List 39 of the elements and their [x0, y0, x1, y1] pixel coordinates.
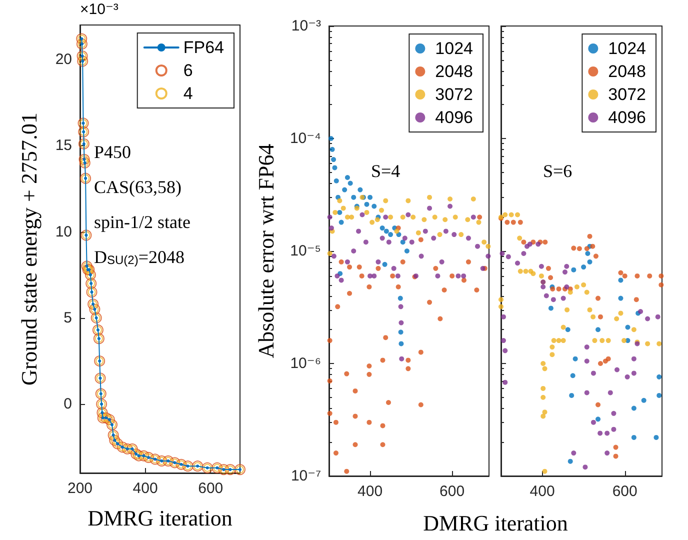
y-axis-title: Absolute error wrt FP64 [254, 144, 278, 358]
x-tick-label: 400 [132, 480, 158, 497]
legend-label: 2048 [608, 62, 646, 81]
annotation: P450 [94, 142, 132, 162]
y-tick-label: 10⁻⁵ [290, 242, 321, 260]
legend-label: 4096 [608, 108, 646, 127]
annotation: S=6 [543, 161, 572, 181]
x-tick-label: 400 [530, 483, 555, 500]
x-axis-title: DMRG iteration [88, 506, 232, 530]
x-tick-label: 600 [612, 483, 638, 500]
y-tick-label: 10 [55, 223, 72, 240]
annotation: CAS(63,58) [94, 177, 182, 197]
y-tick-label: 15 [55, 137, 72, 154]
legend-label: FP64 [183, 38, 224, 57]
y-tick-label: 0 [64, 396, 72, 413]
legend-label: 1024 [435, 39, 474, 58]
legend-label: 1024 [608, 39, 646, 58]
annotation: spin-1/2 state [94, 212, 190, 232]
x-tick-label: 400 [358, 483, 383, 500]
x-tick-label: 200 [67, 480, 93, 497]
legend-label: 3072 [608, 85, 646, 104]
annotation: S=4 [371, 161, 400, 181]
legend-label: 4 [183, 84, 193, 103]
text: ×10⁻³ [80, 1, 118, 18]
legend-label: 2048 [435, 62, 474, 81]
legend-label: 4096 [435, 108, 474, 127]
y-axis-title: Ground state energy + 2757.01 [16, 112, 42, 386]
legend-label: 6 [183, 61, 193, 80]
annotation: DSU(2)=2048 [94, 247, 184, 267]
x-axis-title: DMRG iteration [423, 510, 568, 536]
x-tick-label: 600 [198, 480, 224, 497]
legend-label: 3072 [435, 85, 474, 104]
y-tick-label: 5 [64, 309, 72, 326]
y-tick-label: 20 [55, 50, 72, 68]
y-tick-label: 10⁻⁶ [290, 355, 321, 372]
y-tick-label: 10⁻⁷ [290, 468, 321, 484]
y-tick-label: 10⁻³ [291, 18, 321, 34]
x-tick-label: 600 [440, 483, 465, 500]
y-tick-label: 10⁻⁴ [290, 130, 321, 147]
